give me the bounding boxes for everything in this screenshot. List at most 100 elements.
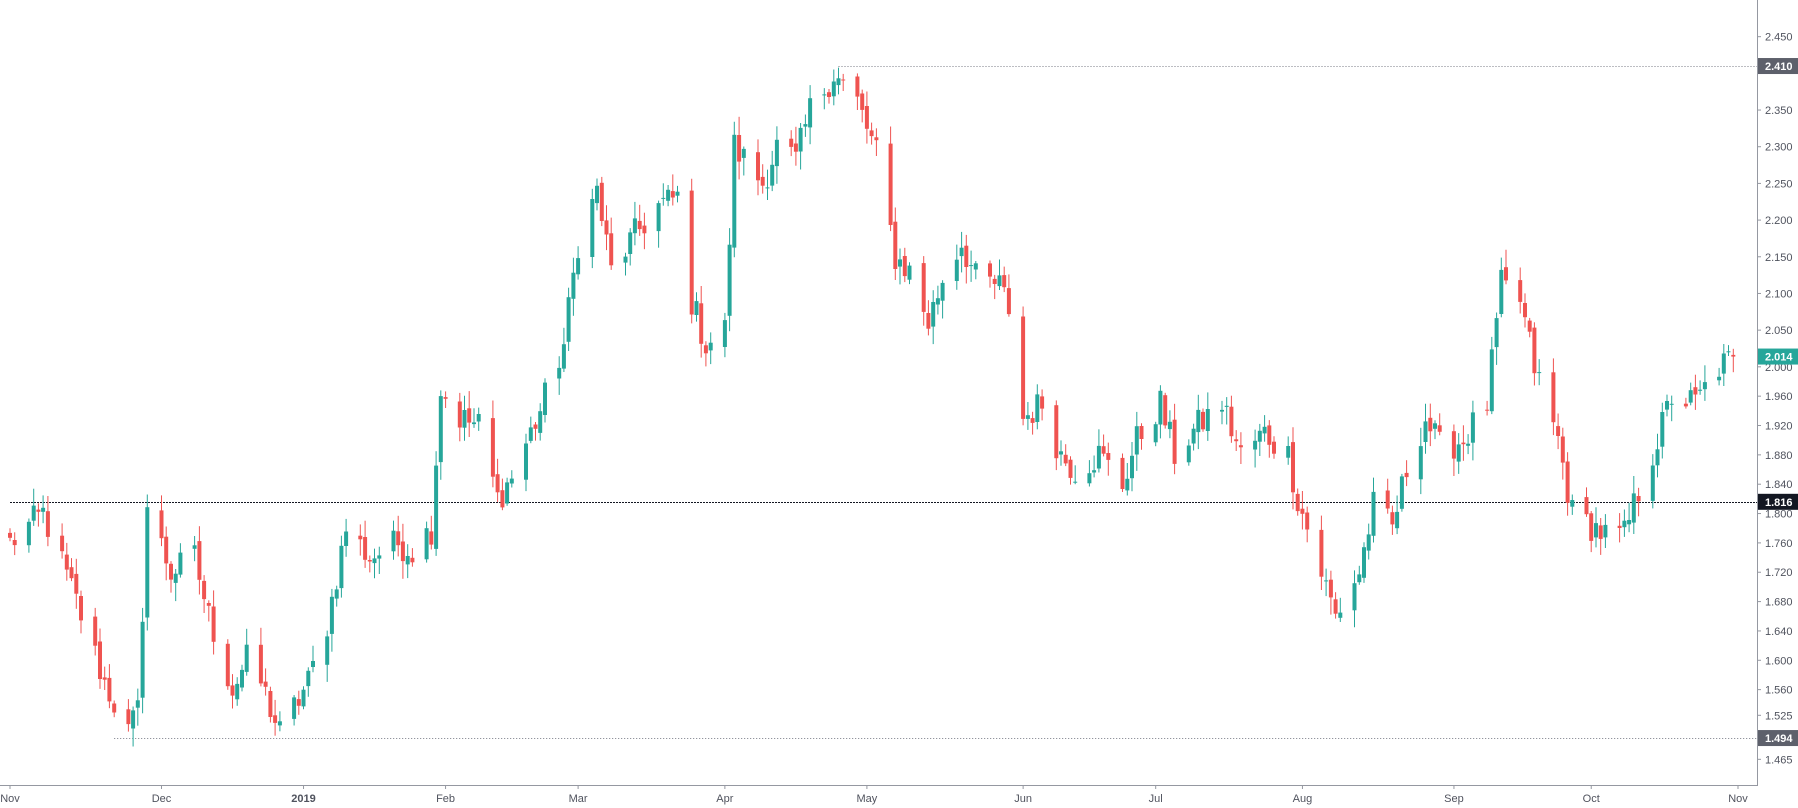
candle-body bbox=[1262, 426, 1267, 434]
candle-body bbox=[1726, 351, 1731, 353]
candle bbox=[959, 231, 964, 273]
candle-body bbox=[1134, 426, 1139, 455]
candle-body bbox=[935, 298, 940, 305]
candle-body bbox=[1201, 411, 1205, 430]
candle-body bbox=[490, 418, 495, 477]
candle bbox=[225, 639, 230, 690]
y-tick-label: 1.720 bbox=[1765, 567, 1793, 579]
candle-body bbox=[637, 220, 642, 230]
candle-body bbox=[1035, 394, 1040, 422]
candle-body bbox=[467, 408, 472, 423]
candle bbox=[363, 520, 368, 568]
candle bbox=[1404, 460, 1409, 487]
candle bbox=[164, 526, 169, 581]
candle-body bbox=[864, 106, 869, 129]
candle-body bbox=[997, 275, 1002, 287]
candle-body bbox=[277, 721, 282, 726]
candle-body bbox=[1631, 493, 1636, 523]
candle-body bbox=[1556, 426, 1561, 436]
candle bbox=[1527, 317, 1532, 338]
candle bbox=[211, 590, 216, 655]
candle-body bbox=[973, 263, 978, 270]
candle-body bbox=[1565, 461, 1570, 503]
candle-body bbox=[1191, 428, 1196, 444]
candle-body bbox=[1319, 529, 1324, 577]
candle-body bbox=[1357, 574, 1362, 583]
candle-body bbox=[400, 541, 405, 562]
candle bbox=[1267, 420, 1272, 458]
candle bbox=[1456, 433, 1461, 474]
price-badge bbox=[1758, 348, 1798, 365]
candle bbox=[235, 677, 240, 706]
candle-body bbox=[1627, 520, 1632, 525]
candle bbox=[131, 706, 136, 747]
y-tick-label: 2.100 bbox=[1765, 288, 1793, 300]
candle bbox=[1494, 312, 1499, 365]
candle-body bbox=[1059, 451, 1063, 455]
candle-body bbox=[206, 603, 211, 606]
candle bbox=[609, 217, 614, 270]
candle bbox=[623, 252, 628, 276]
candle-body bbox=[1040, 396, 1045, 409]
candle-body bbox=[1395, 511, 1400, 529]
candle-body bbox=[244, 644, 249, 672]
candle-body bbox=[363, 537, 368, 560]
candle bbox=[334, 585, 339, 607]
candle-body bbox=[538, 411, 543, 433]
candle bbox=[855, 73, 860, 110]
y-tick-label: 1.840 bbox=[1765, 479, 1793, 491]
candle-body bbox=[1698, 389, 1703, 391]
candle bbox=[1035, 384, 1040, 430]
candle-body bbox=[173, 573, 178, 583]
candle-body bbox=[396, 531, 401, 546]
candle bbox=[737, 116, 742, 180]
candle-body bbox=[1461, 442, 1466, 445]
x-tick-label: Mar bbox=[569, 793, 588, 805]
candle bbox=[311, 645, 315, 673]
candle-body bbox=[1205, 409, 1210, 431]
candle-body bbox=[1362, 547, 1366, 578]
candle bbox=[1537, 359, 1542, 386]
candle-body bbox=[1257, 430, 1262, 442]
candle-body bbox=[344, 531, 349, 546]
candle bbox=[1002, 266, 1007, 293]
candle-body bbox=[737, 135, 742, 162]
candle-body bbox=[940, 282, 945, 301]
candle-body bbox=[1390, 512, 1395, 525]
candle bbox=[756, 139, 760, 196]
y-tick-label: 2.300 bbox=[1765, 142, 1793, 154]
price-badge-label: 2.014 bbox=[1765, 352, 1793, 364]
candle-body bbox=[703, 345, 708, 354]
candle-body bbox=[268, 691, 273, 717]
candle-body bbox=[907, 265, 912, 280]
candle-body bbox=[765, 187, 770, 189]
candle bbox=[1257, 423, 1262, 456]
candle bbox=[988, 260, 992, 288]
candle bbox=[1418, 427, 1423, 495]
candle-body bbox=[12, 540, 17, 546]
candle bbox=[699, 286, 704, 358]
candle bbox=[1603, 514, 1608, 548]
y-axis-background bbox=[1757, 0, 1798, 808]
candle bbox=[472, 408, 476, 428]
candle-body bbox=[628, 232, 633, 254]
candle-body bbox=[576, 258, 581, 275]
candle-body bbox=[1603, 524, 1608, 538]
candle bbox=[1328, 570, 1333, 615]
candle bbox=[410, 548, 415, 567]
candle-body bbox=[599, 182, 604, 221]
candle-body bbox=[102, 677, 107, 680]
candle-body bbox=[505, 482, 510, 504]
candle bbox=[1040, 389, 1045, 421]
candle bbox=[1693, 374, 1698, 410]
candle bbox=[1683, 397, 1688, 409]
y-tick-label: 1.920 bbox=[1765, 421, 1793, 433]
x-tick-label: Sep bbox=[1444, 793, 1464, 805]
x-tick-label: Dec bbox=[152, 793, 172, 805]
candle-body bbox=[434, 465, 439, 549]
candle-body bbox=[1158, 390, 1163, 425]
candle-body bbox=[931, 302, 936, 327]
candle-body bbox=[74, 573, 79, 594]
candle-body bbox=[860, 93, 865, 110]
